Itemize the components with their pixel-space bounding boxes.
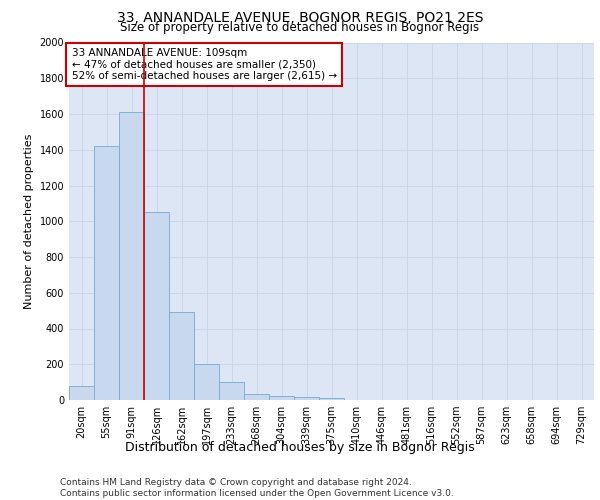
Text: Contains HM Land Registry data © Crown copyright and database right 2024.
Contai: Contains HM Land Registry data © Crown c…: [60, 478, 454, 498]
Text: 33 ANNANDALE AVENUE: 109sqm
← 47% of detached houses are smaller (2,350)
52% of : 33 ANNANDALE AVENUE: 109sqm ← 47% of det…: [71, 48, 337, 81]
Bar: [194, 364, 219, 400]
Text: 33, ANNANDALE AVENUE, BOGNOR REGIS, PO21 2ES: 33, ANNANDALE AVENUE, BOGNOR REGIS, PO21…: [117, 11, 483, 25]
Bar: [119, 112, 144, 400]
Bar: [219, 382, 244, 400]
Bar: [169, 312, 194, 400]
Bar: [319, 398, 344, 400]
Bar: [94, 146, 119, 400]
Bar: [269, 396, 294, 400]
Bar: [294, 398, 319, 400]
Text: Size of property relative to detached houses in Bognor Regis: Size of property relative to detached ho…: [121, 22, 479, 35]
Bar: [69, 386, 94, 400]
Bar: [144, 212, 169, 400]
Y-axis label: Number of detached properties: Number of detached properties: [24, 134, 34, 309]
Text: Distribution of detached houses by size in Bognor Regis: Distribution of detached houses by size …: [125, 441, 475, 454]
Bar: [244, 394, 269, 400]
